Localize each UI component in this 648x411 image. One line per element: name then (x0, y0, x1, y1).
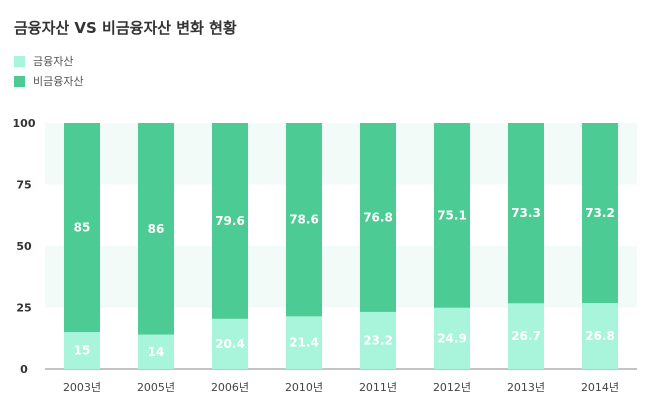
x-tick-label: 2003년 (63, 381, 101, 394)
data-label-financial: 26.7 (511, 329, 541, 343)
y-tick-label: 25 (16, 302, 31, 315)
grid-bands (45, 123, 637, 308)
x-tick-label: 2011년 (359, 381, 397, 394)
legend-label-financial: 금융자산 (33, 55, 73, 68)
data-label-nonfinancial: 75.1 (437, 208, 467, 222)
bar-nonfinancial (508, 123, 544, 304)
data-label-nonfinancial: 79.6 (215, 214, 245, 228)
data-label-financial: 23.2 (363, 333, 393, 347)
grid-band (45, 246, 637, 308)
bar-nonfinancial (138, 123, 174, 335)
y-axis: 100 75 50 25 0 (13, 117, 36, 376)
bars: 15 85 14 86 20.4 79.6 21.4 78.6 23.2 76.8 24.9 75.1… (64, 123, 618, 369)
x-axis: 2003년 2005년 2006년 2010년 2011년 2012년 2013년 2014년 (63, 381, 619, 394)
bar-financial (286, 316, 322, 369)
bar-financial (64, 332, 100, 369)
data-label-nonfinancial: 76.8 (363, 210, 393, 224)
data-label-nonfinancial: 73.3 (511, 206, 541, 220)
legend-swatch-financial (14, 56, 25, 67)
bar-nonfinancial (64, 123, 100, 333)
data-label-nonfinancial: 86 (148, 222, 165, 236)
data-label-financial: 15 (74, 344, 91, 358)
legend: 금융자산 비금융자산 (14, 55, 84, 88)
bar-nonfinancial (582, 123, 618, 304)
y-tick-label: 100 (13, 117, 36, 130)
bar-nonfinancial (286, 123, 322, 317)
bar-nonfinancial (360, 123, 396, 312)
bar-financial (138, 334, 174, 369)
bar-financial (212, 318, 248, 369)
legend-swatch-nonfinancial (14, 76, 25, 87)
x-tick-label: 2005년 (137, 381, 175, 394)
bar-financial (434, 307, 470, 369)
data-label-nonfinancial: 73.2 (585, 206, 615, 220)
y-tick-label: 75 (16, 179, 31, 192)
data-label-nonfinancial: 85 (74, 221, 91, 235)
x-tick-label: 2013년 (507, 381, 545, 394)
x-tick-label: 2006년 (211, 381, 249, 394)
data-label-financial: 20.4 (215, 337, 245, 351)
data-label-financial: 21.4 (289, 336, 319, 350)
data-label-financial: 14 (148, 345, 165, 359)
data-label-financial: 24.9 (437, 331, 467, 345)
data-label-nonfinancial: 78.6 (289, 213, 319, 227)
x-tick-label: 2010년 (285, 381, 323, 394)
y-tick-label: 50 (16, 240, 32, 253)
bar-nonfinancial (212, 123, 248, 319)
bar-financial (360, 311, 396, 369)
bar-financial (582, 303, 618, 369)
bar-nonfinancial (434, 123, 470, 308)
bar-financial (508, 303, 544, 369)
y-tick-label: 0 (20, 363, 28, 376)
data-label-financial: 26.8 (585, 329, 615, 343)
chart-title: 금융자산 VS 비금융자산 변화 현황 (14, 19, 237, 37)
legend-label-nonfinancial: 비금융자산 (33, 75, 84, 88)
x-tick-label: 2012년 (433, 381, 471, 394)
x-tick-label: 2014년 (581, 381, 619, 394)
grid-band (45, 123, 637, 185)
